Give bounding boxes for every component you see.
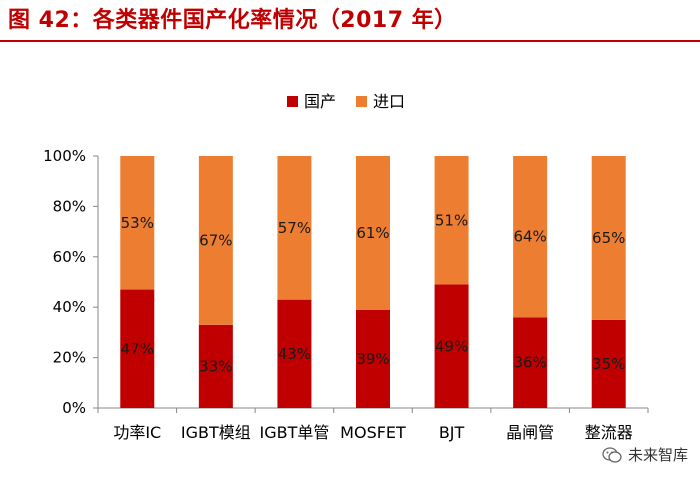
bar-domestic bbox=[591, 319, 626, 408]
legend-swatch bbox=[287, 96, 298, 107]
y-tick-label: 80% bbox=[53, 197, 86, 215]
bar-import bbox=[434, 156, 469, 285]
data-label-import: 53% bbox=[121, 214, 154, 232]
data-label-domestic: 49% bbox=[435, 337, 468, 355]
x-category-label: 晶闸管 bbox=[506, 423, 554, 442]
bar-domestic bbox=[434, 284, 469, 408]
bar-import bbox=[120, 156, 155, 290]
figure-title: 图 42：各类器件国产化率情况（2017 年） bbox=[8, 8, 457, 33]
data-label-domestic: 43% bbox=[278, 345, 311, 363]
x-category-label: IGBT单管 bbox=[259, 423, 329, 442]
data-label-import: 64% bbox=[513, 228, 546, 246]
watermark: 未来智库 bbox=[602, 444, 688, 465]
legend-label: 进口 bbox=[373, 92, 405, 111]
y-tick-label: 60% bbox=[53, 248, 86, 266]
wechat-icon bbox=[602, 446, 622, 463]
title-divider bbox=[0, 40, 700, 42]
x-category-label: MOSFET bbox=[340, 423, 406, 442]
x-category-label: 整流器 bbox=[585, 423, 633, 442]
data-label-domestic: 36% bbox=[513, 354, 546, 372]
bar-import bbox=[513, 156, 548, 318]
bar-domestic bbox=[356, 309, 390, 408]
bar-domestic bbox=[198, 324, 233, 408]
bar-import bbox=[356, 156, 390, 310]
bar-import bbox=[591, 156, 626, 320]
bar-domestic bbox=[120, 289, 155, 408]
data-label-import: 51% bbox=[435, 211, 468, 229]
data-label-domestic: 47% bbox=[121, 340, 154, 358]
y-tick-label: 0% bbox=[62, 399, 86, 417]
data-label-import: 67% bbox=[199, 231, 232, 249]
bar-domestic bbox=[277, 299, 312, 408]
bar-domestic bbox=[513, 317, 548, 408]
y-tick-label: 100% bbox=[43, 147, 86, 165]
x-category-label: BJT bbox=[439, 423, 465, 442]
data-label-import: 57% bbox=[278, 219, 311, 237]
y-tick-label: 40% bbox=[53, 298, 86, 316]
bar-import bbox=[198, 156, 233, 325]
data-label-import: 61% bbox=[356, 224, 389, 242]
data-label-domestic: 39% bbox=[356, 350, 389, 368]
x-category-label: IGBT模组 bbox=[181, 423, 251, 442]
data-label-domestic: 35% bbox=[592, 355, 625, 373]
y-tick-label: 20% bbox=[53, 349, 86, 367]
legend-label: 国产 bbox=[304, 92, 336, 111]
watermark-text: 未来智库 bbox=[627, 446, 688, 464]
legend-swatch bbox=[356, 96, 367, 107]
data-label-domestic: 33% bbox=[199, 357, 232, 375]
x-category-label: 功率IC bbox=[113, 423, 161, 442]
data-label-import: 65% bbox=[592, 229, 625, 247]
bar-import bbox=[277, 156, 312, 300]
